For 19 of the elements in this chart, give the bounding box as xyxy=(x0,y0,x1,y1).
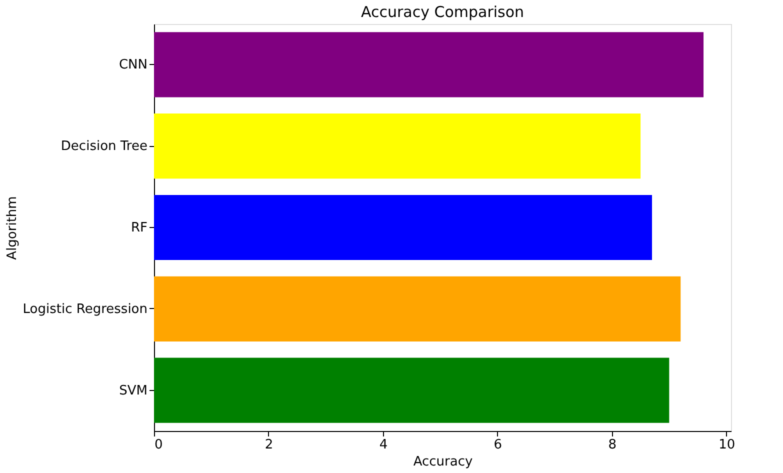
x-tick-label: 2 xyxy=(264,438,274,452)
y-tick-label: SVM xyxy=(119,383,148,398)
y-tick-label: CNN xyxy=(118,58,148,73)
x-tick-label: 6 xyxy=(494,438,502,452)
x-tick-label: 10 xyxy=(718,438,736,452)
x-tick-label: 0 xyxy=(154,438,163,452)
bar xyxy=(154,358,670,423)
x-tick-label: 8 xyxy=(608,438,617,452)
bar xyxy=(154,32,704,98)
bar xyxy=(154,194,652,260)
y-axis-title: Algorithm xyxy=(4,196,20,260)
y-tick-label: Decision Tree xyxy=(60,139,148,154)
x-tick-label: 4 xyxy=(379,438,388,452)
bar xyxy=(154,276,681,342)
bar xyxy=(154,114,641,179)
chart-title: Accuracy Comparison xyxy=(360,3,524,21)
y-tick-label: Logistic Regression xyxy=(22,302,148,317)
x-axis-title: Accuracy xyxy=(413,454,473,470)
y-tick-label: RF xyxy=(130,220,148,236)
